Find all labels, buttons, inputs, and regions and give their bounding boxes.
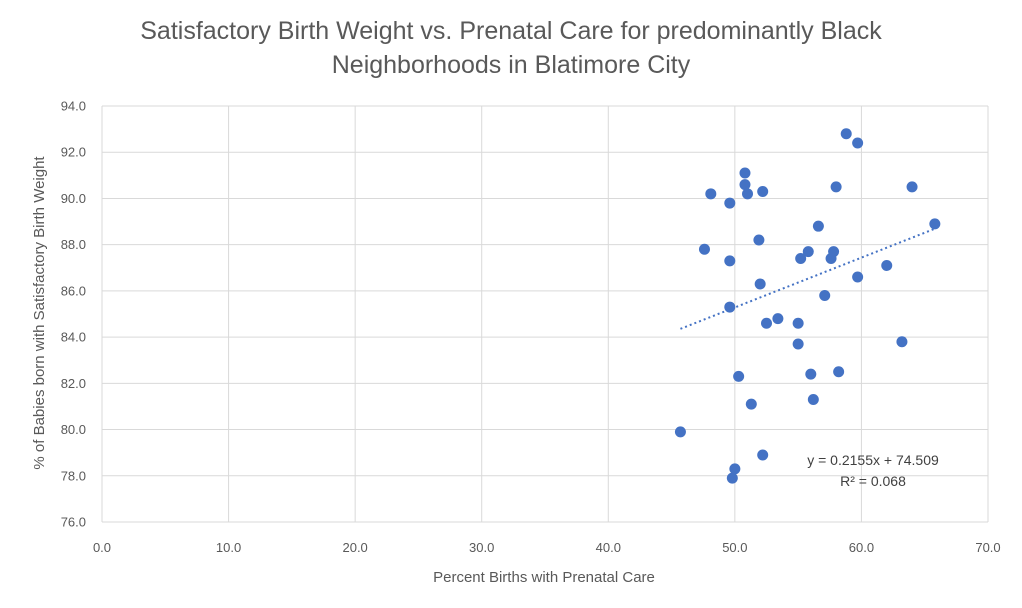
data-point [739,167,751,179]
data-point [906,181,918,193]
data-point [745,398,757,410]
trendline-equation: y = 0.2155x + 74.509 [807,452,939,468]
y-tick-label: 76.0 [61,515,86,530]
data-point [729,463,741,475]
data-point [881,259,893,271]
data-point [852,271,864,283]
x-axis-ticks: 0.0 10.0 20.0 30.0 40.0 50.0 60.0 70.0 [93,540,1001,555]
x-tick-label: 0.0 [93,540,111,555]
data-point [830,181,842,193]
data-point [757,449,769,461]
data-point [792,317,804,329]
data-point [674,426,686,438]
data-point [698,243,710,255]
data-point [896,336,908,348]
gridlines [101,105,989,523]
x-tick-label: 60.0 [849,540,874,555]
data-point [705,188,717,200]
x-axis-title: Percent Births with Prenatal Care [433,569,655,586]
data-point [812,220,824,232]
x-tick-label: 20.0 [342,540,367,555]
data-point [828,246,840,258]
x-tick-label: 30.0 [469,540,494,555]
data-point [757,186,769,198]
data-point [726,472,738,484]
chart-title: Satisfactory Birth Weight vs. Prenatal C… [0,14,1022,82]
trendline-group [680,227,936,330]
data-point [772,313,784,325]
data-point [802,246,814,258]
y-tick-label: 84.0 [61,330,86,345]
y-tick-label: 92.0 [61,145,86,160]
x-tick-label: 50.0 [722,540,747,555]
x-tick-label: 10.0 [216,540,241,555]
y-tick-label: 82.0 [61,376,86,391]
data-points [674,128,941,484]
x-tick-label: 70.0 [975,540,1000,555]
y-axis-title: % of Babies born with Satisfactory Birth… [31,156,48,470]
data-point [742,188,754,200]
y-tick-label: 88.0 [61,237,86,252]
linear-trendline [680,227,936,330]
data-point [724,197,736,209]
data-point [852,137,864,149]
y-tick-label: 94.0 [61,99,86,114]
data-point [761,317,772,329]
x-tick-label: 40.0 [596,540,621,555]
data-point [840,128,852,140]
data-point [795,253,807,265]
trendline-r-squared: R² = 0.068 [840,473,906,489]
data-point [733,370,745,382]
data-point [833,366,845,378]
y-tick-label: 78.0 [61,468,86,483]
data-point [754,278,766,290]
data-point [724,301,736,313]
y-tick-label: 90.0 [61,191,86,206]
chart-title-line-2: Neighborhoods in Blatimore City [331,51,691,79]
y-tick-label: 86.0 [61,283,86,298]
data-point [792,338,804,350]
chart-title-line-1: Satisfactory Birth Weight vs. Prenatal C… [140,17,882,45]
data-point [724,255,736,267]
data-point [819,290,831,302]
y-tick-label: 80.0 [61,422,86,437]
data-point [753,234,765,246]
data-point [929,218,941,230]
data-point [739,179,751,191]
y-axis-ticks: 76.0 78.0 80.0 82.0 84.0 86.0 88.0 90.0 92.0 94.0 [61,99,86,530]
data-point [805,368,817,380]
data-point [807,394,819,406]
